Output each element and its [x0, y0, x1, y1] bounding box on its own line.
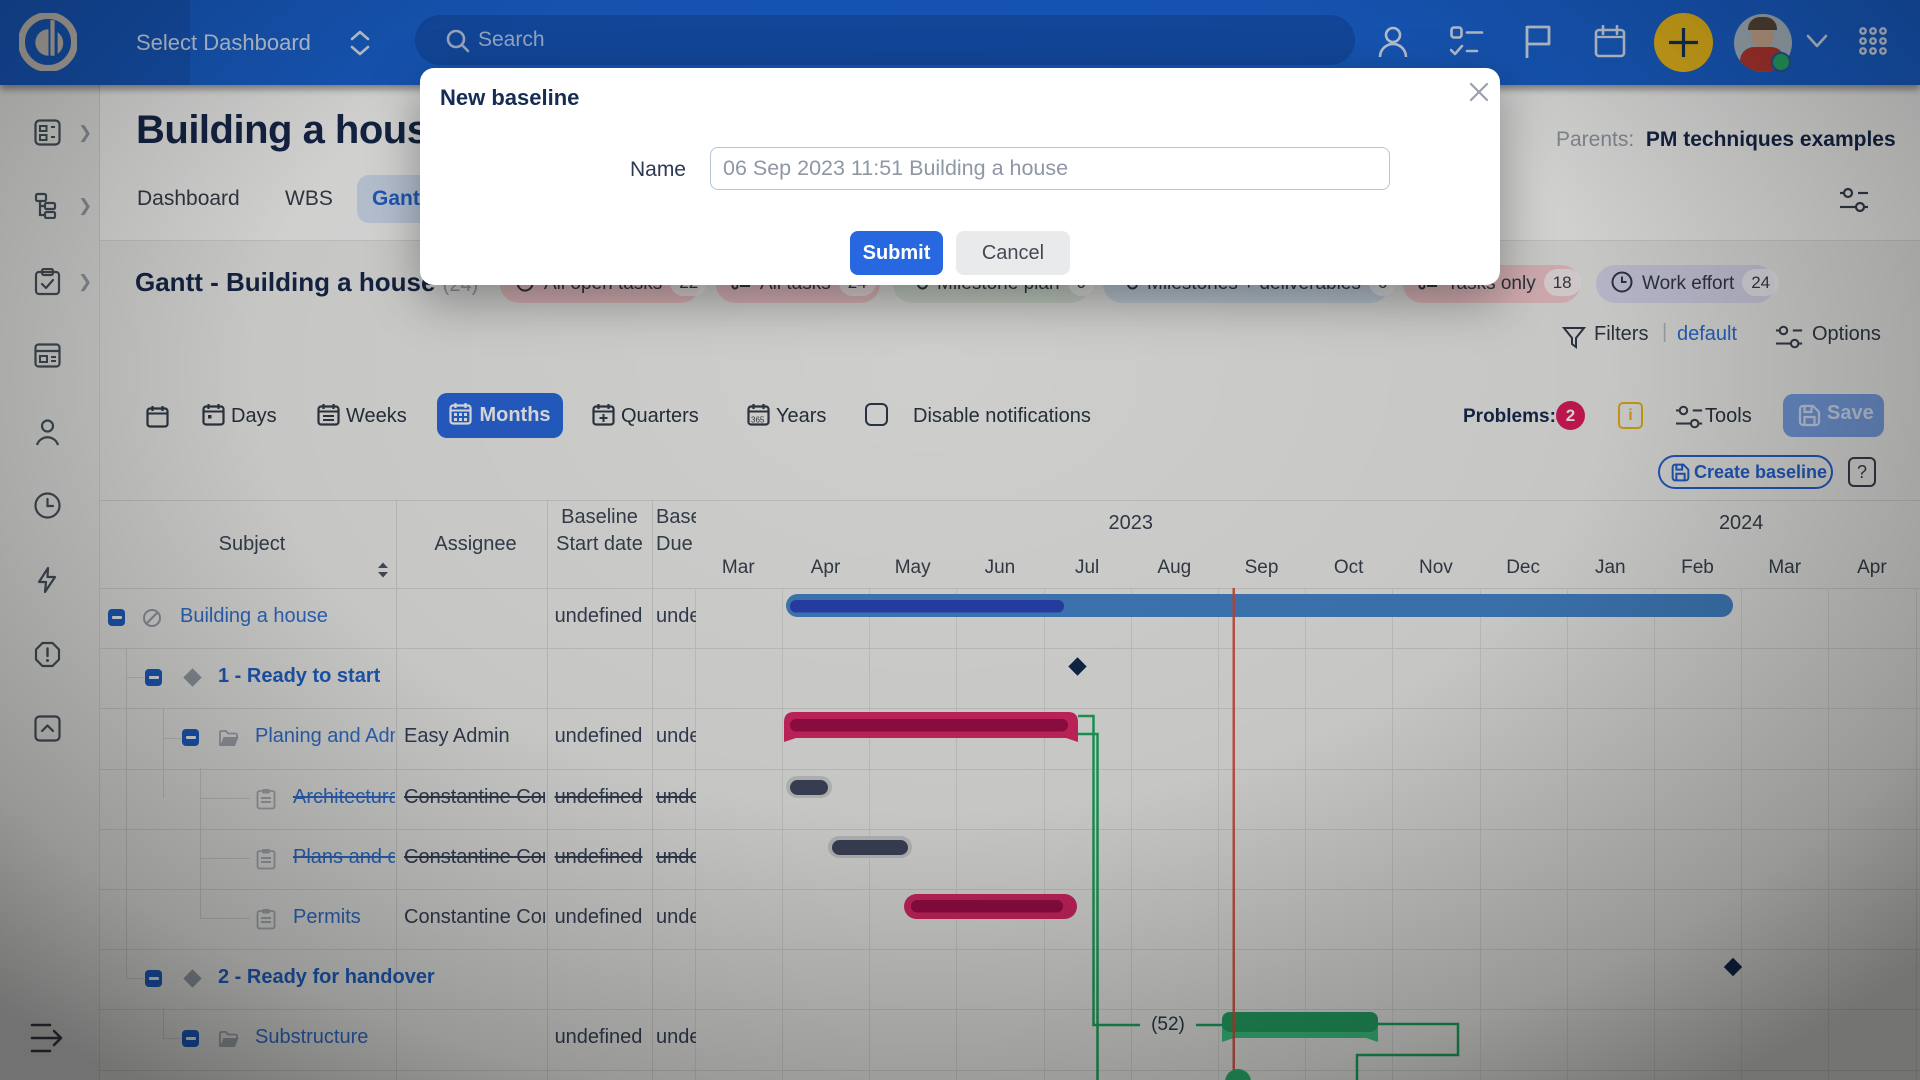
svg-text:365: 365 — [751, 416, 765, 425]
svg-text:(52): (52) — [1151, 1014, 1185, 1035]
